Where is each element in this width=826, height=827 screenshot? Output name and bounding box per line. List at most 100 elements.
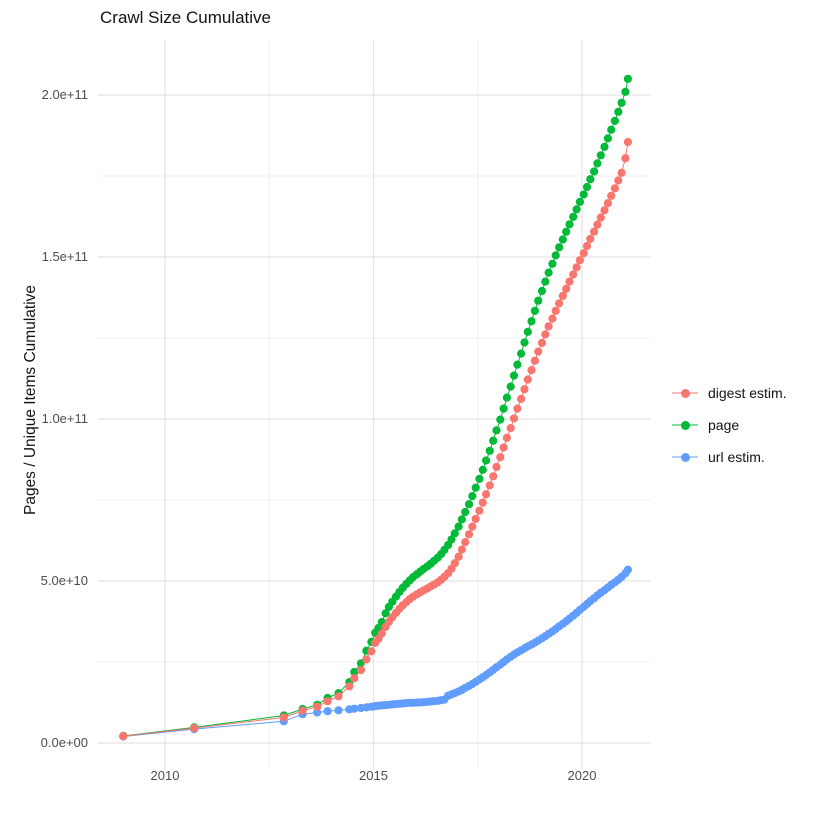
data-point bbox=[513, 404, 522, 413]
data-point bbox=[565, 277, 574, 286]
data-point bbox=[502, 393, 511, 402]
data-point bbox=[506, 424, 515, 433]
data-point bbox=[596, 213, 605, 222]
data-point bbox=[541, 330, 550, 339]
data-point bbox=[381, 609, 390, 618]
data-point bbox=[492, 426, 501, 435]
data-point bbox=[471, 514, 480, 523]
data-point bbox=[367, 647, 376, 656]
legend-label: digest estim. bbox=[708, 385, 787, 401]
data-point bbox=[582, 182, 592, 192]
data-point bbox=[596, 151, 605, 160]
data-point bbox=[558, 235, 567, 244]
legend-key-digest-icon bbox=[672, 385, 698, 401]
data-point bbox=[475, 474, 484, 483]
legend-key-url-icon bbox=[672, 449, 698, 465]
data-point bbox=[447, 535, 456, 544]
data-point bbox=[468, 522, 477, 531]
data-point bbox=[562, 227, 571, 236]
data-point bbox=[572, 205, 581, 214]
data-point bbox=[548, 314, 557, 323]
series-line-digest-estim- bbox=[123, 141, 629, 737]
data-point bbox=[617, 98, 626, 107]
data-point bbox=[610, 184, 620, 193]
data-point bbox=[523, 375, 532, 384]
data-point bbox=[590, 167, 599, 176]
data-point bbox=[565, 220, 574, 229]
data-point bbox=[499, 443, 508, 452]
data-point bbox=[513, 360, 522, 369]
data-point bbox=[356, 666, 366, 675]
data-point bbox=[579, 249, 588, 258]
data-point bbox=[600, 142, 609, 151]
data-point bbox=[450, 559, 459, 568]
data-point bbox=[541, 277, 550, 286]
data-point bbox=[471, 483, 480, 492]
legend-label: page bbox=[708, 417, 740, 433]
data-point bbox=[492, 462, 501, 472]
data-point bbox=[544, 322, 553, 331]
y-tick-label: 5.0e+10 bbox=[40, 573, 88, 588]
data-point bbox=[350, 667, 359, 677]
data-point bbox=[323, 697, 332, 706]
data-point bbox=[579, 190, 588, 199]
x-tick-label: 2020 bbox=[567, 768, 597, 783]
data-point bbox=[544, 268, 553, 277]
data-point bbox=[569, 270, 578, 279]
data-point bbox=[582, 241, 592, 251]
data-point bbox=[614, 176, 623, 185]
data-point bbox=[520, 385, 529, 394]
data-point bbox=[551, 251, 560, 260]
legend-key-page-icon bbox=[672, 417, 698, 433]
data-point bbox=[590, 227, 599, 236]
data-point bbox=[527, 317, 536, 326]
x-tick-label: 2015 bbox=[359, 768, 388, 783]
data-point bbox=[190, 724, 199, 733]
data-point bbox=[537, 286, 547, 296]
data-point bbox=[334, 692, 343, 701]
data-point bbox=[523, 327, 532, 336]
legend-item-url-estim: url estim. bbox=[672, 441, 787, 473]
data-point bbox=[489, 472, 498, 481]
data-point bbox=[586, 234, 595, 243]
data-point bbox=[334, 706, 343, 715]
data-point bbox=[475, 506, 484, 515]
data-point bbox=[593, 159, 602, 168]
data-point bbox=[482, 490, 491, 499]
data-point bbox=[496, 453, 505, 462]
data-point bbox=[623, 137, 633, 147]
y-axis-title: Pages / Unique Items Cumulative bbox=[22, 284, 39, 516]
data-point bbox=[485, 446, 494, 455]
y-tick-label: 1.0e+11 bbox=[41, 411, 88, 426]
data-point bbox=[323, 707, 332, 716]
data-point bbox=[575, 256, 585, 265]
data-point bbox=[593, 220, 602, 229]
data-point bbox=[621, 87, 630, 96]
data-point bbox=[623, 565, 633, 574]
data-point bbox=[464, 500, 474, 509]
data-point bbox=[537, 338, 547, 347]
data-point bbox=[496, 415, 505, 424]
data-point bbox=[478, 498, 487, 507]
data-point bbox=[499, 404, 508, 413]
data-point bbox=[603, 134, 613, 143]
data-point bbox=[313, 708, 322, 717]
legend-item-page: page bbox=[672, 409, 787, 441]
data-point bbox=[279, 713, 288, 722]
data-point bbox=[461, 507, 470, 517]
data-point bbox=[485, 481, 494, 490]
data-point bbox=[555, 299, 564, 308]
y-tick-label: 2.0e+11 bbox=[41, 87, 88, 102]
data-point bbox=[119, 732, 128, 741]
data-point bbox=[527, 366, 536, 375]
data-point bbox=[569, 212, 578, 221]
data-point bbox=[313, 702, 322, 711]
data-point bbox=[450, 529, 459, 538]
data-point bbox=[530, 356, 540, 365]
data-point bbox=[534, 347, 543, 356]
data-point bbox=[607, 191, 616, 200]
chart-title: Crawl Size Cumulative bbox=[100, 8, 271, 27]
data-point bbox=[572, 263, 581, 272]
data-point bbox=[562, 284, 571, 293]
